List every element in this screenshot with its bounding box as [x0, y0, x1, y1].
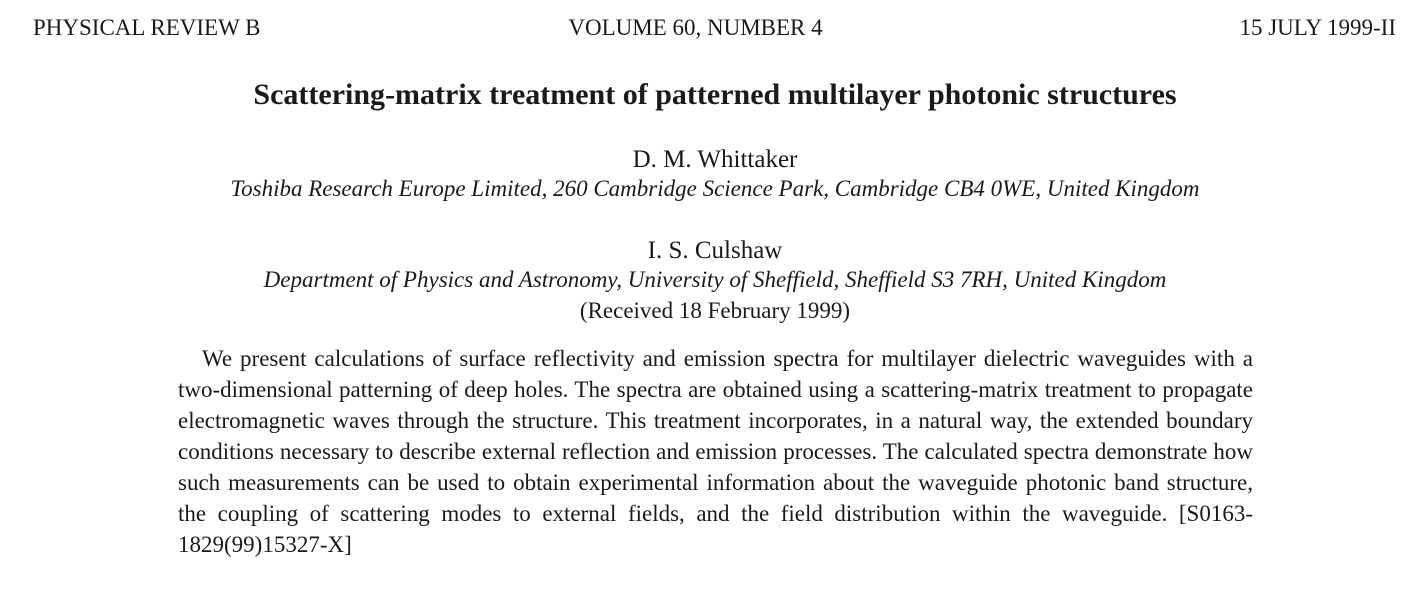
running-header: PHYSICAL REVIEW B VOLUME 60, NUMBER 4 15… — [33, 14, 1396, 42]
volume-number: VOLUME 60, NUMBER 4 — [568, 15, 823, 40]
received-date: (Received 18 February 1999) — [579, 298, 851, 323]
author-name-2: I. S. Culshaw — [647, 237, 783, 264]
author-affiliation-1: Toshiba Research Europe Limited, 260 Cam… — [230, 176, 1200, 201]
paper-title: Scattering-matrix treatment of patterned… — [253, 78, 1177, 111]
author-affiliation-2: Department of Physics and Astronomy, Uni… — [263, 267, 1167, 292]
issue-date: 15 JULY 1999-II — [1239, 15, 1396, 40]
author-name-1: D. M. Whittaker — [632, 146, 798, 173]
journal-name: PHYSICAL REVIEW B — [33, 15, 261, 40]
abstract: We present calculations of surface refle… — [178, 346, 1253, 557]
